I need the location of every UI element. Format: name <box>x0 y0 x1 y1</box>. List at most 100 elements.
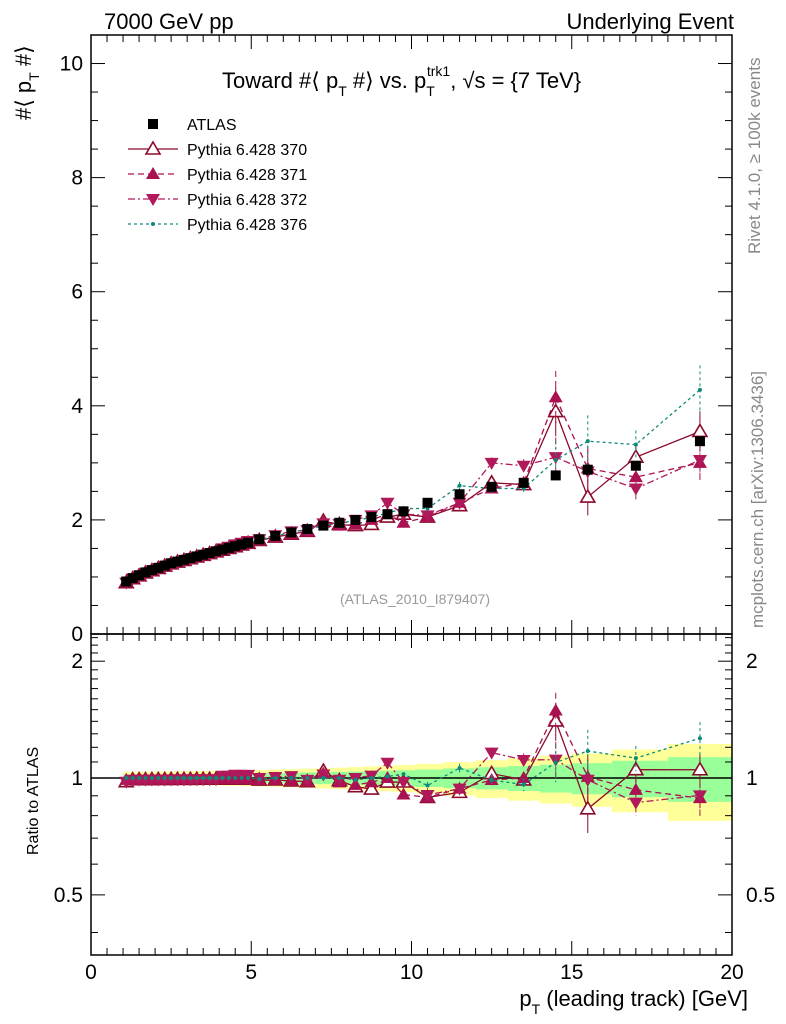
data-point <box>579 488 597 503</box>
ratio-point <box>188 776 193 781</box>
y-tick-label: 4 <box>71 395 83 418</box>
ratio-point <box>233 776 238 781</box>
ratio-point <box>516 754 531 767</box>
ratio-point <box>516 771 531 784</box>
data-point <box>585 439 590 444</box>
mcplots-label: mcplots.cern.ch [arXiv:1306.3436] <box>748 371 767 628</box>
data-point <box>692 455 707 468</box>
ratio-point <box>175 776 180 781</box>
ratio-point <box>162 776 167 781</box>
legend-marker <box>144 140 162 155</box>
ratio-point <box>241 769 256 782</box>
ratio-point <box>627 761 645 776</box>
atlas-point <box>198 549 209 560</box>
ratio-tick-label-right: 0.5 <box>746 884 775 907</box>
data-point <box>691 422 709 438</box>
analysis-watermark: (ATLAS_2010_I879407) <box>340 591 490 607</box>
legend-item: ATLAS <box>148 117 237 134</box>
series-atlas <box>121 436 705 587</box>
ratio-point <box>353 777 358 782</box>
header-energy: 7000 GeV pp <box>104 9 234 34</box>
data-point <box>697 387 702 392</box>
atlas-point <box>286 527 297 538</box>
series-line <box>126 751 701 804</box>
ratio-point <box>169 776 174 781</box>
atlas-point <box>270 530 281 541</box>
ratio-point <box>396 776 411 789</box>
header-process: Underlying Event <box>566 9 734 34</box>
y-tick-label: 10 <box>60 53 83 76</box>
ratio-point <box>156 776 161 781</box>
ratio-point <box>246 776 251 781</box>
data-point <box>628 470 643 483</box>
ratio-point <box>580 774 595 787</box>
legend-label: Pythia 6.428 370 <box>187 142 307 159</box>
ratio-point <box>137 776 142 781</box>
y-tick-label: 8 <box>71 167 83 190</box>
legend-marker <box>146 167 160 179</box>
atlas-point <box>230 541 241 552</box>
atlas-point <box>243 537 254 548</box>
legend-item: Pythia 6.428 376 <box>128 217 307 234</box>
ratio-point <box>691 761 709 776</box>
atlas-point <box>382 509 393 520</box>
ratio-point <box>213 776 218 781</box>
atlas-point <box>172 556 183 567</box>
atlas-point <box>694 436 705 447</box>
atlas-point <box>302 524 313 535</box>
data-point <box>516 460 531 473</box>
atlas-point <box>318 520 329 531</box>
ratio-point <box>457 766 462 771</box>
plot-title: Toward #⟨ pT #⟩ vs. pTtrk1, √s = {7 TeV} <box>222 63 581 99</box>
atlas-point <box>191 551 202 562</box>
ratio-point <box>273 776 278 781</box>
legend-marker <box>146 194 160 206</box>
ratio-point <box>181 776 186 781</box>
data-point <box>484 457 499 470</box>
atlas-point <box>159 560 170 571</box>
ratio-point <box>628 797 643 810</box>
ratio-point <box>305 776 310 781</box>
legend-label: Pythia 6.428 371 <box>187 167 307 184</box>
y-axis-label-ratio: Ratio to ATLAS <box>25 747 42 855</box>
ratio-tick-label: 0.5 <box>54 884 83 907</box>
atlas-point <box>204 547 215 558</box>
atlas-point <box>422 497 433 508</box>
legend-marker <box>151 222 155 226</box>
atlas-point <box>217 544 228 555</box>
atlas-point <box>178 554 189 565</box>
ratio-point <box>452 783 467 796</box>
ratio-point <box>337 776 342 781</box>
ratio-point <box>420 789 435 802</box>
ratio-point <box>521 782 526 787</box>
ratio-point <box>401 772 406 777</box>
ratio-point <box>579 800 597 815</box>
ratio-point <box>385 774 390 779</box>
x-tick-label: 20 <box>720 961 743 984</box>
ratio-point <box>425 783 430 788</box>
data-point <box>628 483 643 496</box>
y-tick-label: 6 <box>71 281 83 304</box>
atlas-point <box>146 565 157 576</box>
legend-label: ATLAS <box>187 117 237 134</box>
data-point <box>452 497 467 510</box>
atlas-point <box>134 570 145 581</box>
ratio-point <box>380 757 395 770</box>
x-tick-label: 0 <box>85 961 97 984</box>
data-point <box>457 483 462 488</box>
atlas-point <box>166 558 177 569</box>
atlas-point <box>121 576 132 587</box>
ratio-point <box>489 778 494 783</box>
ratio-point <box>633 756 638 761</box>
atlas-point <box>185 553 196 564</box>
atlas-point <box>486 481 497 492</box>
data-point <box>548 390 563 403</box>
legend: ATLAS Pythia 6.428 370 Pythia 6.428 371 Pyt… <box>128 117 307 234</box>
legend-item: Pythia 6.428 372 <box>128 192 307 209</box>
atlas-point <box>366 512 377 523</box>
ratio-tick-label: 1 <box>71 767 83 790</box>
legend-label: Pythia 6.428 372 <box>187 192 307 209</box>
ratio-point <box>226 776 231 781</box>
ratio-point <box>149 776 154 781</box>
